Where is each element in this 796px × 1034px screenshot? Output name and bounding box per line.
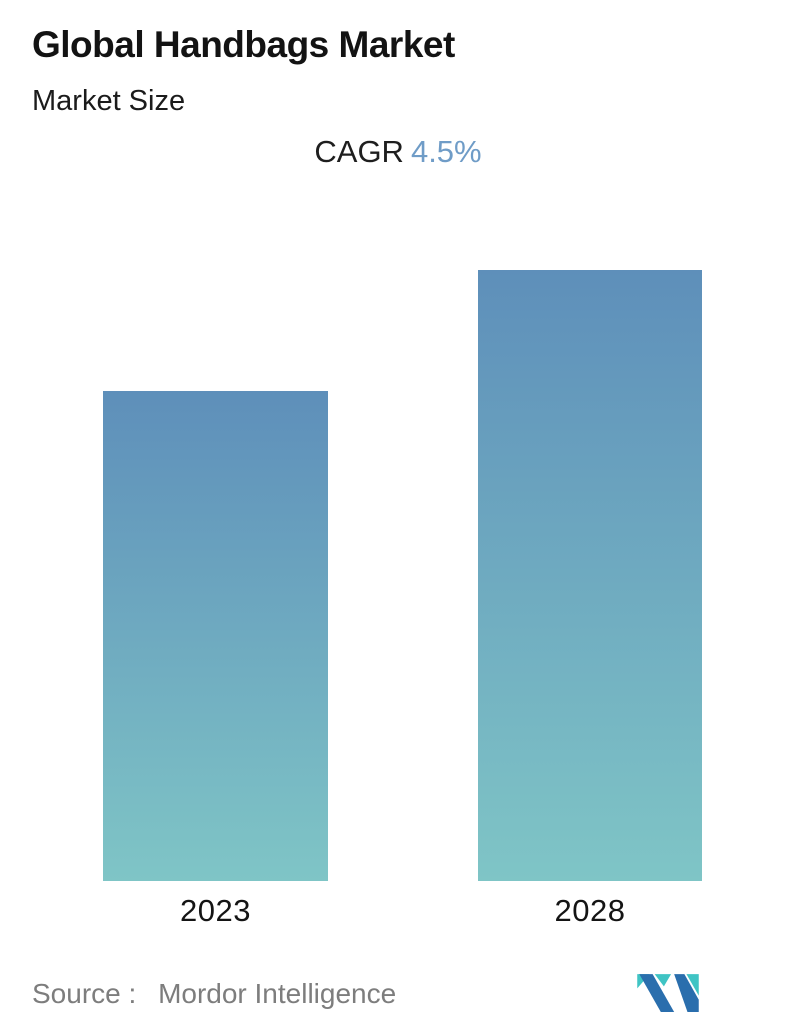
source-line: Source : Mordor Intelligence bbox=[32, 978, 396, 1010]
mordor-intelligence-logo-icon bbox=[637, 971, 699, 1012]
bar-2023 bbox=[103, 391, 328, 881]
bar-2028 bbox=[478, 270, 702, 881]
source-label: Source : bbox=[32, 978, 137, 1009]
cagr-value: 4.5% bbox=[410, 134, 482, 169]
x-axis-label-2028: 2028 bbox=[554, 893, 626, 928]
page-subtitle: Market Size bbox=[32, 85, 186, 117]
source-value: Mordor Intelligence bbox=[158, 978, 397, 1009]
x-axis-label-2023: 2023 bbox=[180, 893, 251, 928]
cagr-annotation: CAGR 4.5% bbox=[0, 134, 796, 170]
page-title: Global Handbags Market bbox=[32, 24, 455, 65]
cagr-label: CAGR bbox=[314, 134, 404, 169]
bar-chart bbox=[103, 270, 702, 881]
